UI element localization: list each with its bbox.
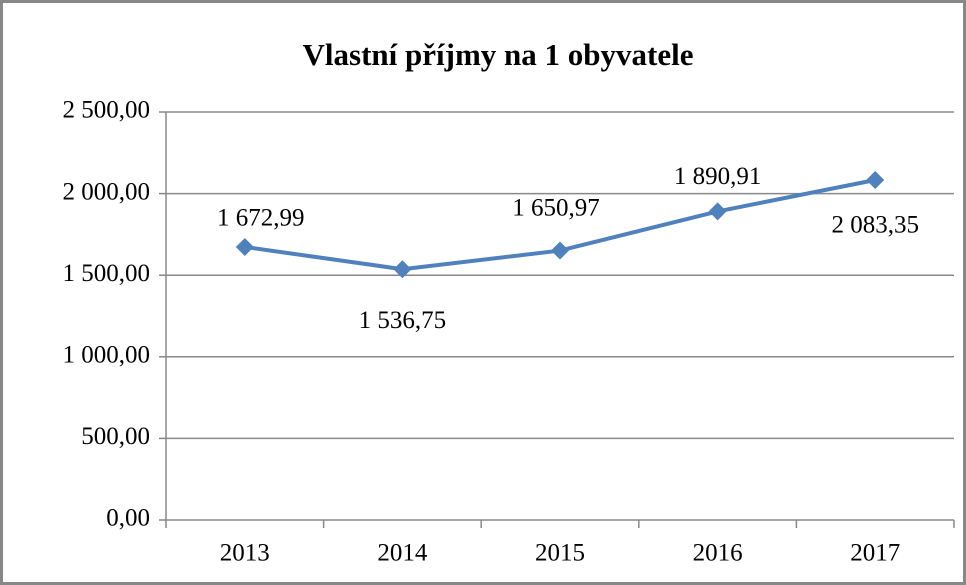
x-tick-label: 2017 bbox=[850, 540, 900, 567]
data-label: 1 650,97 bbox=[512, 194, 600, 221]
y-tick-label: 0,00 bbox=[106, 505, 150, 532]
data-label: 1 536,75 bbox=[359, 307, 447, 334]
data-label: 1 672,99 bbox=[217, 205, 305, 232]
y-tick-label: 2 500,00 bbox=[63, 97, 151, 124]
x-tick-label: 2015 bbox=[535, 540, 585, 567]
x-tick-label: 2016 bbox=[693, 540, 743, 567]
data-label: 1 890,91 bbox=[674, 163, 762, 190]
y-tick-label: 1 500,00 bbox=[63, 260, 151, 287]
data-label: 2 083,35 bbox=[831, 212, 919, 239]
y-tick-label: 1 000,00 bbox=[63, 342, 151, 369]
marker bbox=[551, 241, 569, 260]
y-tick-label: 2 000,00 bbox=[63, 178, 151, 205]
x-tick-label: 2014 bbox=[377, 540, 428, 567]
marker bbox=[235, 237, 254, 256]
y-tick-label: 500,00 bbox=[81, 423, 150, 450]
marker bbox=[866, 170, 885, 189]
x-tick-label: 2013 bbox=[220, 540, 270, 567]
chart-title: Vlastní příjmy na 1 obyvatele bbox=[303, 37, 694, 72]
marker bbox=[393, 260, 412, 279]
marker bbox=[708, 202, 727, 221]
